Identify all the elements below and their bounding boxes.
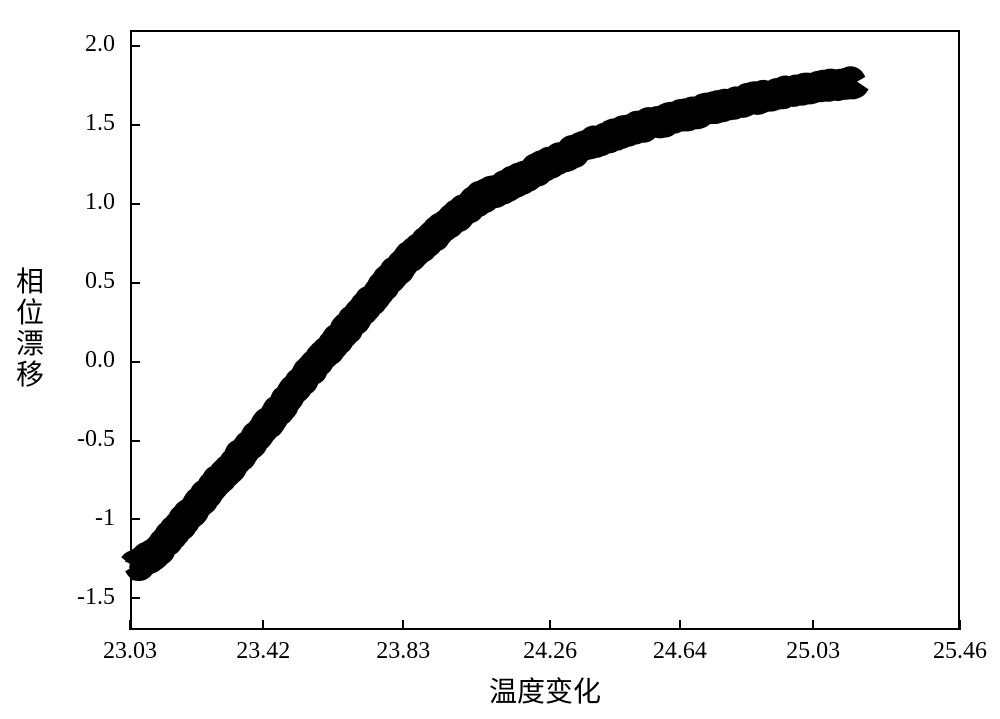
y-tick-label: -1.5 xyxy=(60,584,115,611)
data-series-noise-overlay xyxy=(132,77,856,573)
y-tick xyxy=(130,45,140,47)
y-tick-label: 0.0 xyxy=(60,347,115,374)
y-tick xyxy=(130,282,140,284)
data-series-phase-drift xyxy=(132,81,856,567)
chart-svg xyxy=(132,32,962,632)
y-tick xyxy=(130,518,140,520)
y-tick xyxy=(130,597,140,599)
x-tick-label: 25.46 xyxy=(920,638,1000,665)
x-tick-label: 23.42 xyxy=(223,638,303,665)
plot-area xyxy=(130,30,960,630)
x-tick xyxy=(812,620,814,630)
y-tick-label: 1.5 xyxy=(60,110,115,137)
x-tick xyxy=(262,620,264,630)
y-tick xyxy=(130,203,140,205)
y-tick-label: -0.5 xyxy=(60,426,115,453)
x-tick-label: 23.83 xyxy=(363,638,443,665)
y-tick xyxy=(130,124,140,126)
x-tick-label: 24.64 xyxy=(640,638,720,665)
data-series-noise-overlay xyxy=(132,79,856,569)
y-tick xyxy=(130,361,140,363)
x-tick xyxy=(679,620,681,630)
x-tick xyxy=(549,620,551,630)
x-tick xyxy=(959,620,961,630)
x-axis-label: 温度变化 xyxy=(445,670,645,710)
y-axis-label: 相位漂移 xyxy=(10,268,50,391)
x-tick xyxy=(129,620,131,630)
x-tick-label: 23.03 xyxy=(90,638,170,665)
x-tick-label: 25.03 xyxy=(773,638,853,665)
x-tick xyxy=(402,620,404,630)
y-tick xyxy=(130,440,140,442)
y-tick-label: 0.5 xyxy=(60,268,115,295)
y-tick-label: -1 xyxy=(60,505,115,532)
y-tick-label: 2.0 xyxy=(60,31,115,58)
x-tick-label: 24.26 xyxy=(510,638,590,665)
y-tick-label: 1.0 xyxy=(60,189,115,216)
